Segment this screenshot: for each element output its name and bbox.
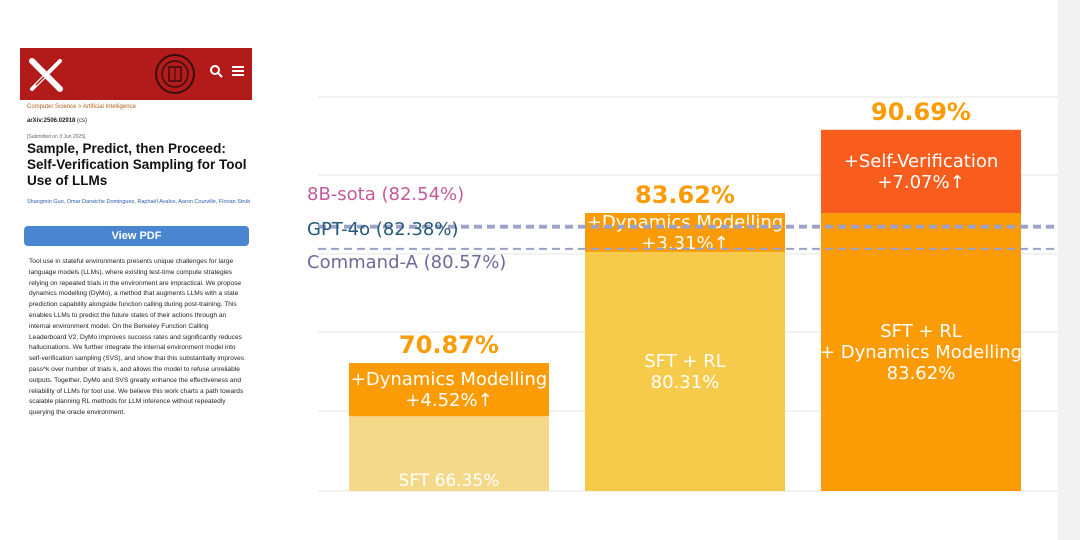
bar-0-segment-0 bbox=[349, 416, 549, 491]
side-strip bbox=[1058, 0, 1080, 540]
view-pdf-button[interactable]: View PDF bbox=[24, 226, 249, 246]
bar-0-segment-1-label-line-0: +Dynamics Modelling bbox=[351, 369, 547, 390]
bar-2-segment-0 bbox=[821, 212, 1021, 491]
bar-2-segment-1 bbox=[821, 129, 1021, 213]
arxiv-header bbox=[20, 48, 252, 100]
bar-1-segment-0-label-line-1: 80.31% bbox=[651, 372, 720, 393]
menu-icon[interactable] bbox=[231, 63, 245, 83]
bar-2-segment-0-label-line-2: 83.62% bbox=[887, 363, 956, 384]
bar-1-total-label: 83.62% bbox=[635, 181, 735, 209]
bar-2-segment-0-label-line-0: SFT + RL bbox=[880, 321, 962, 342]
arxiv-paper-card: Computer Science > Artificial Intelligen… bbox=[20, 48, 252, 498]
reference-label-2: Command-A (80.57%) bbox=[307, 252, 506, 273]
bar-1-segment-0-label-line-0: SFT + RL bbox=[644, 351, 726, 372]
bar-2-segment-1-label-line-1: +7.07%↑ bbox=[877, 172, 964, 193]
bar-1-segment-1 bbox=[585, 212, 785, 252]
paper-title: Sample, Predict, then Proceed: Self-Veri… bbox=[27, 141, 247, 188]
reference-label-1: GPT-4o (82.38%) bbox=[307, 219, 459, 240]
breadcrumb[interactable]: Computer Science > Artificial Intelligen… bbox=[27, 104, 136, 110]
university-seal-icon bbox=[155, 54, 195, 94]
search-icon[interactable] bbox=[209, 63, 223, 83]
reference-label-0: 8B-sota (82.54%) bbox=[307, 184, 464, 205]
bar-2-segment-1-label-line-0: +Self-Verification bbox=[844, 151, 999, 172]
bar-0-segment-1 bbox=[349, 363, 549, 417]
bar-0-total-label: 70.87% bbox=[399, 331, 499, 359]
bar-0-segment-0-label: SFT 66.35% bbox=[399, 471, 500, 491]
arxiv-id: arXiv:2506.02918 (cs) bbox=[27, 118, 88, 124]
author-list[interactable]: Shangmin Guo, Omar Darwiche Domingues, R… bbox=[27, 199, 251, 205]
bar-1-segment-1-label-line-1: +3.31%↑ bbox=[641, 233, 728, 254]
bar-1-segment-1-label-line-0: +Dynamics Modelling bbox=[587, 212, 783, 233]
bar-2-total-label: 90.69% bbox=[871, 98, 971, 126]
bar-0-segment-1-label-line-1: +4.52%↑ bbox=[405, 390, 492, 411]
bar-2-segment-0-label-line-1: + Dynamics Modelling bbox=[820, 342, 1022, 363]
bar-1-segment-0 bbox=[585, 251, 785, 491]
submission-date: [Submitted on 3 Jun 2025] bbox=[27, 134, 86, 140]
abstract-text: Tool use in stateful environments presen… bbox=[29, 258, 245, 417]
arxiv-x-logo[interactable] bbox=[26, 55, 66, 95]
